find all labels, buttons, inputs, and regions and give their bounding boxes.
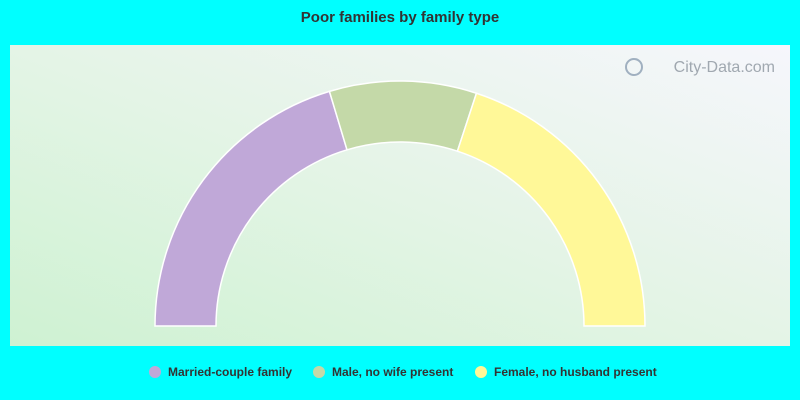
segment xyxy=(456,92,646,327)
watermark: City-Data.com xyxy=(674,59,775,76)
watermark-icon xyxy=(625,58,643,76)
legend-swatch xyxy=(475,366,487,378)
legend-label: Male, no wife present xyxy=(332,365,453,379)
chart-title: Poor families by family type xyxy=(301,9,499,26)
segment xyxy=(328,80,478,153)
legend-label: Female, no husband present xyxy=(494,365,657,379)
legend-label: Married-couple family xyxy=(168,365,292,379)
legend-swatch xyxy=(149,366,161,378)
legend-swatch xyxy=(313,366,325,378)
